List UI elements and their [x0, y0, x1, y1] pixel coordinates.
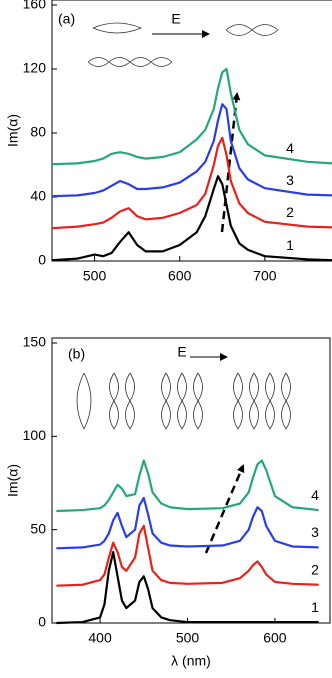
y-tick-label: 150: [23, 334, 47, 350]
field-label: E: [177, 344, 186, 360]
y-tick-label: 40: [30, 188, 46, 204]
series-label: 3: [286, 172, 294, 188]
x-tick-label: 500: [176, 630, 200, 646]
y-tick-label: 80: [30, 124, 46, 140]
series-label: 1: [286, 237, 294, 253]
particle-shape: [125, 372, 135, 430]
series-line: [56, 550, 319, 625]
particle-shape: [109, 372, 119, 430]
trend-arrow: [220, 92, 241, 233]
x-axis-label: λ (nm): [171, 653, 211, 669]
series-label: 3: [311, 524, 319, 540]
y-tick-label: 100: [23, 427, 47, 443]
trend-arrow: [204, 464, 245, 554]
series-label: 4: [311, 487, 319, 503]
series-line: [56, 459, 319, 513]
x-tick-label: 600: [263, 630, 287, 646]
series-line: [56, 496, 319, 550]
particle-shape: [281, 372, 291, 430]
particle-shape: [249, 372, 259, 430]
panel-label: (b): [68, 346, 85, 362]
panel-label: (a): [58, 11, 75, 27]
particle-shape: [92, 22, 143, 34]
x-tick-label: 700: [253, 268, 277, 284]
x-tick-label: 500: [83, 268, 107, 284]
y-tick-label: 0: [38, 252, 46, 268]
series-line: [51, 175, 332, 262]
series-label: 2: [286, 204, 294, 220]
particle-shape: [76, 372, 92, 430]
particle-shape: [87, 57, 173, 67]
y-axis-label: Im(α): [5, 114, 21, 147]
series-label: 1: [311, 599, 319, 615]
particle-shape: [193, 372, 203, 430]
series-line: [51, 103, 332, 198]
particle-shape: [233, 372, 243, 430]
series-line: [56, 524, 319, 587]
x-tick-label: 600: [168, 268, 192, 284]
y-tick-label: 0: [38, 614, 46, 630]
y-tick-label: 160: [23, 0, 47, 12]
particle-shape: [161, 372, 171, 430]
x-tick-label: 400: [88, 630, 112, 646]
plot-frame: [51, 337, 331, 624]
plot-frame: [51, 0, 332, 262]
particle-shape: [265, 372, 275, 430]
y-tick-label: 50: [30, 520, 46, 536]
y-axis-label: Im(α): [5, 464, 21, 497]
field-label: E: [171, 11, 180, 27]
y-tick-label: 120: [23, 60, 47, 76]
particle-shape: [177, 372, 187, 430]
series-label: 2: [311, 561, 319, 577]
series-line: [51, 136, 332, 230]
series-label: 4: [286, 140, 294, 156]
series-line: [51, 67, 332, 166]
particle-shape: [225, 24, 279, 36]
